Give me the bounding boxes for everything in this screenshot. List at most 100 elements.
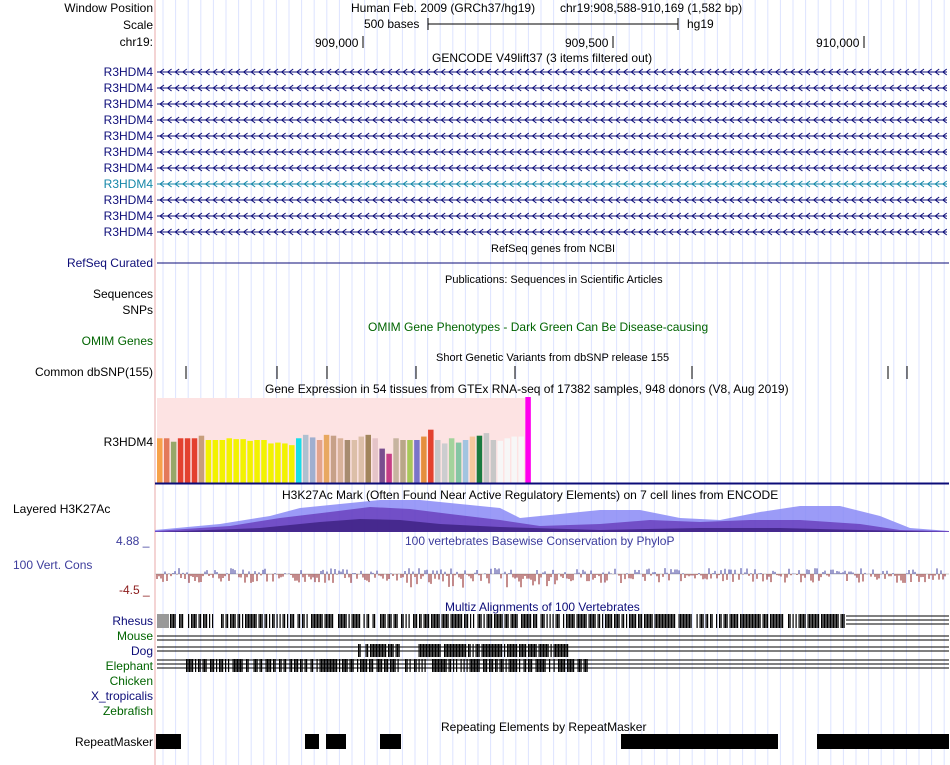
species-label[interactable]: Chicken (109, 674, 153, 688)
align-block (707, 614, 709, 628)
species-label[interactable]: Elephant (105, 659, 153, 673)
align-block (525, 614, 527, 628)
gene-label[interactable]: R3HDM4 (103, 145, 153, 159)
align-block (525, 644, 527, 657)
align-block (510, 644, 512, 657)
h3k27ac-label[interactable]: Layered H3K27Ac (13, 502, 111, 516)
repeatmasker-label[interactable]: RepeatMasker (74, 735, 153, 749)
species-label[interactable]: Zebrafish (102, 704, 153, 718)
repeatmasker-title[interactable]: Repeating Elements by RepeatMasker (441, 720, 647, 734)
align-block (312, 659, 314, 672)
align-block (512, 614, 514, 628)
gtex-bar (511, 436, 517, 483)
align-block (750, 614, 752, 628)
align-block (405, 614, 407, 628)
align-block (212, 614, 214, 628)
cons-label[interactable]: 100 Vert. Cons (13, 558, 93, 572)
align-block (585, 659, 587, 672)
align-block (383, 614, 385, 628)
align-block (550, 644, 552, 657)
align-block (458, 614, 460, 628)
species-label[interactable]: X_tropicalis (90, 689, 153, 703)
gene-label[interactable]: R3HDM4 (103, 97, 153, 111)
align-block (200, 614, 202, 628)
cons-title[interactable]: 100 vertebrates Basewise Conservation by… (405, 534, 675, 548)
multiz-title[interactable]: Multiz Alignments of 100 Vertebrates (445, 600, 640, 614)
align-block (626, 614, 628, 628)
h3k27ac-title[interactable]: H3K27Ac Mark (Often Found Near Active Re… (282, 488, 779, 502)
align-block (301, 659, 303, 672)
align-block (463, 659, 465, 672)
refseq-label[interactable]: RefSeq Curated (66, 256, 153, 270)
align-block (635, 614, 637, 628)
align-block (322, 659, 324, 672)
align-block (654, 614, 656, 628)
dbsnp-title[interactable]: Short Genetic Variants from dbSNP releas… (436, 352, 670, 364)
gene-label[interactable]: R3HDM4 (103, 193, 153, 207)
align-block (659, 614, 661, 628)
gene-label[interactable]: R3HDM4 (103, 209, 153, 223)
align-block (470, 614, 472, 628)
publications-title[interactable]: Publications: Sequences in Scientific Ar… (445, 274, 663, 286)
align-block (614, 614, 616, 628)
align-block (567, 614, 569, 628)
align-block (221, 614, 223, 628)
align-block (540, 644, 542, 657)
align-block (821, 614, 823, 628)
align-block (247, 659, 249, 672)
gene-label[interactable]: R3HDM4 (103, 225, 153, 239)
gene-label[interactable]: R3HDM4 (103, 65, 153, 79)
gene-label[interactable]: R3HDM4 (103, 113, 153, 127)
align-block (372, 614, 374, 628)
align-block (537, 659, 539, 672)
gtex-label[interactable]: R3HDM4 (103, 435, 153, 449)
align-block (380, 614, 382, 628)
dbsnp-label[interactable]: Common dbSNP(155) (34, 365, 153, 379)
align-block (541, 659, 543, 672)
align-block (228, 659, 230, 672)
refseq-title[interactable]: RefSeq genes from NCBI (491, 243, 616, 255)
align-block (414, 659, 416, 672)
align-block (274, 659, 276, 672)
gene-label[interactable]: R3HDM4 (103, 161, 153, 175)
align-block (454, 644, 456, 657)
align-block (561, 659, 563, 672)
gene-label[interactable]: R3HDM4 (103, 177, 153, 191)
align-block (672, 614, 674, 628)
align-block (258, 614, 260, 628)
align-block (477, 614, 479, 628)
align-block (306, 614, 308, 628)
align-block (416, 614, 418, 628)
pubs-sequences-label[interactable]: Sequences (92, 287, 153, 301)
align-block (779, 614, 781, 628)
species-label[interactable]: Rhesus (112, 614, 153, 628)
align-block (385, 644, 387, 657)
gene-label[interactable]: R3HDM4 (103, 129, 153, 143)
align-block (617, 614, 619, 628)
align-block (283, 659, 285, 672)
align-block (382, 644, 384, 657)
align-block (678, 614, 680, 628)
align-block (357, 614, 359, 628)
gtex-title[interactable]: Gene Expression in 54 tissues from GTEx … (265, 382, 789, 396)
species-label[interactable]: Mouse (116, 629, 153, 643)
pubs-snps-label[interactable]: SNPs (122, 303, 153, 317)
align-block (594, 614, 596, 628)
align-block (815, 614, 817, 628)
align-block (471, 659, 473, 672)
align-block (825, 614, 827, 628)
omim-title[interactable]: OMIM Gene Phenotypes - Dark Green Can Be… (368, 320, 709, 334)
species-label[interactable]: Dog (130, 644, 153, 658)
align-block (398, 644, 400, 657)
align-block (701, 614, 703, 628)
align-block (648, 614, 650, 628)
gencode-title[interactable]: GENCODE V49lift37 (3 items filtered out) (432, 51, 653, 65)
strand-arrows (159, 84, 948, 92)
align-block (523, 659, 525, 672)
gene-label[interactable]: R3HDM4 (103, 81, 153, 95)
align-block (680, 614, 682, 628)
omim-label[interactable]: OMIM Genes (81, 334, 153, 348)
align-block (361, 659, 363, 672)
align-block (810, 614, 812, 628)
